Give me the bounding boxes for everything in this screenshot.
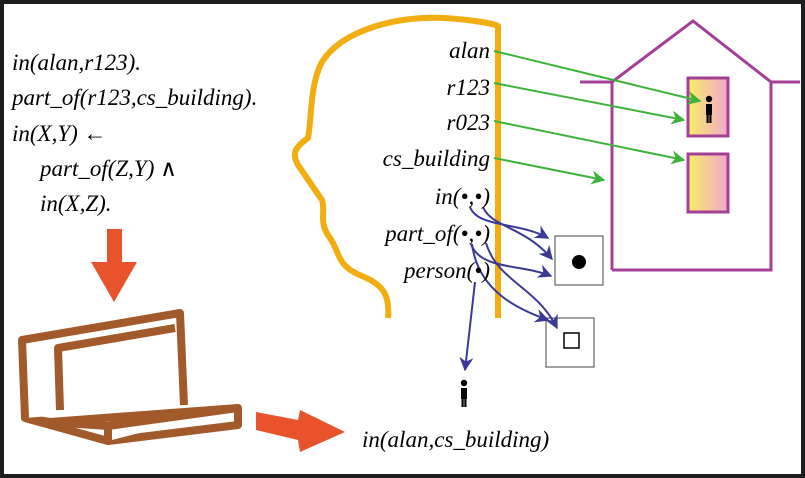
arrow-part-of-2 — [485, 242, 558, 330]
arrow-down-icon — [91, 229, 137, 302]
conclusion: in(alan,cs_building) — [362, 427, 549, 452]
predicate-part-of: part_of(•,•) — [383, 221, 490, 246]
arrow-in-2 — [482, 206, 553, 261]
fact-in-alan-r123: in(alan,r123). — [12, 50, 141, 75]
predicate-person: person(•) — [402, 258, 490, 283]
symbol-r123: r123 — [447, 75, 490, 100]
symbol-cs-building: cs_building — [383, 146, 490, 171]
logic-program: in(alan,r123). part_of(r123,cs_building)… — [10, 50, 257, 216]
symbol-alan: alan — [449, 38, 490, 63]
fact-part-of: part_of(r123,cs_building). — [10, 85, 257, 110]
arrow-alan — [493, 50, 702, 105]
predicate-in: in(•,•) — [435, 184, 490, 209]
arrow-cs-building — [493, 157, 606, 185]
laptop-icon — [18, 309, 242, 445]
arrow-person — [459, 281, 476, 372]
room-r123 — [686, 76, 730, 138]
room-r023 — [686, 152, 730, 214]
symbol-r023: r023 — [447, 110, 490, 135]
rule-body-1: part_of(Z,Y) ∧ — [38, 156, 177, 181]
rule-head: in(X,Y) ← — [12, 121, 107, 146]
rule-body-2: in(X,Z). — [40, 191, 112, 216]
arrow-part-of-1 — [470, 243, 553, 278]
arrow-part-of-3 — [471, 243, 550, 323]
hollow-square-icon — [563, 332, 580, 349]
head-symbols: alan r123 r023 cs_building in(•,•) part_… — [383, 38, 490, 283]
head-outline — [291, 14, 501, 319]
person-icon — [460, 379, 468, 407]
arrow-r123 — [493, 82, 686, 125]
symbol-mapping-arrows — [493, 50, 702, 185]
house-outline — [610, 19, 773, 272]
person-icon — [705, 95, 713, 123]
arrow-r023 — [493, 120, 686, 165]
predicate-mapping-arrows — [459, 206, 558, 372]
arrow-right-icon — [256, 410, 345, 452]
filled-dot-icon — [572, 255, 586, 269]
inference-arrows — [91, 229, 345, 452]
